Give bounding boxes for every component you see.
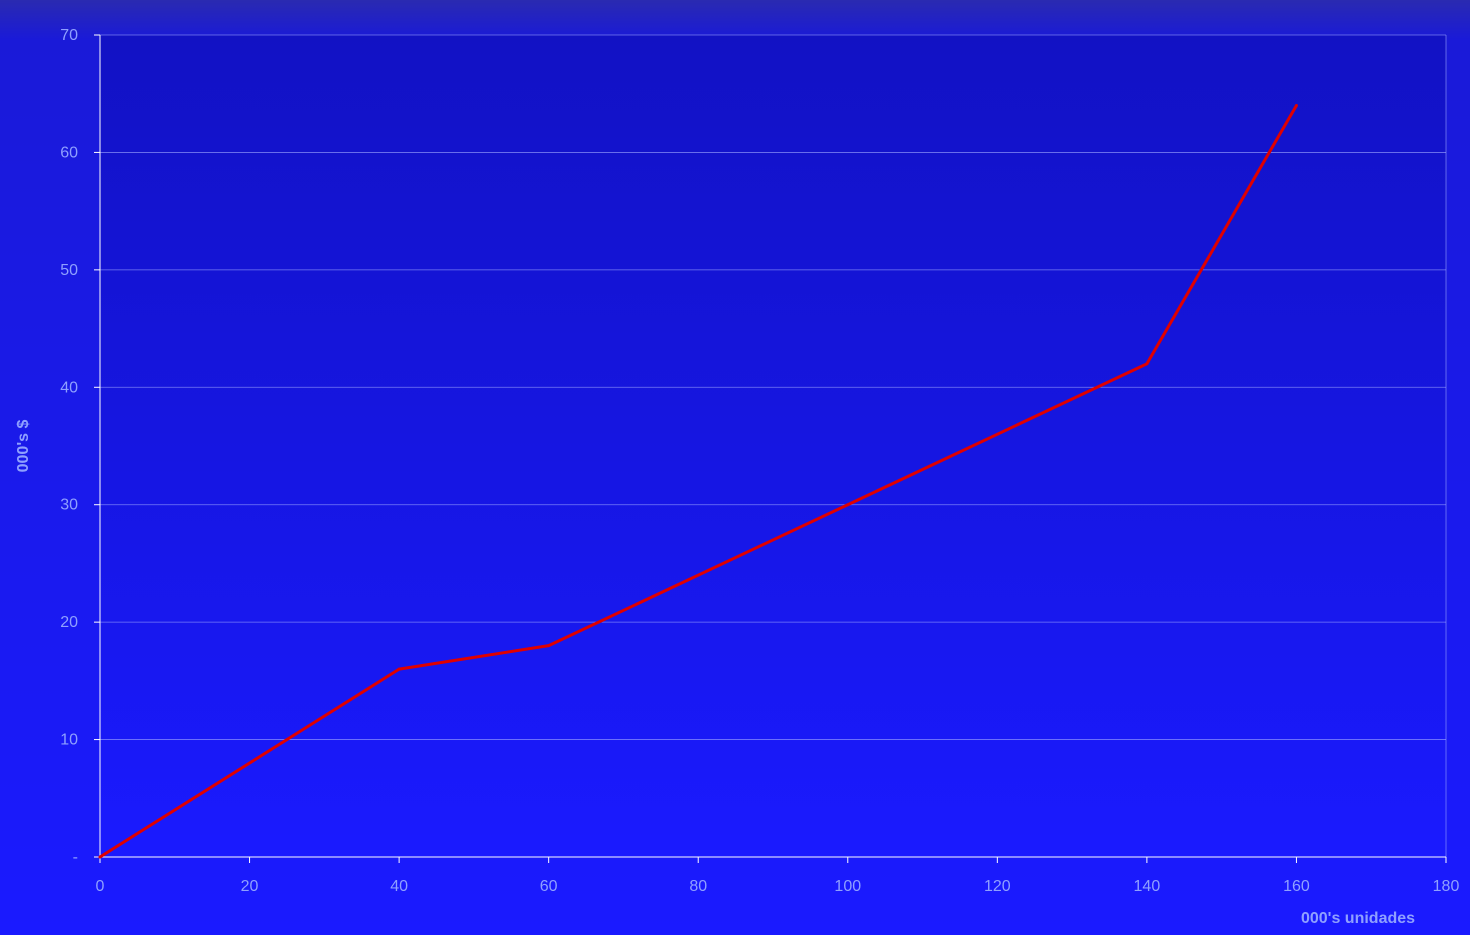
x-tick-label: 60 bbox=[540, 878, 558, 895]
x-tick-label: 20 bbox=[241, 878, 259, 895]
x-axis-title: 000's unidades bbox=[1301, 910, 1415, 927]
plot-area bbox=[100, 35, 1446, 857]
data-point bbox=[1294, 103, 1298, 107]
x-tick-label: 140 bbox=[1134, 878, 1161, 895]
x-tick-label: 180 bbox=[1433, 878, 1460, 895]
data-point bbox=[397, 667, 401, 671]
y-tick-label: 10 bbox=[60, 732, 78, 749]
tick-labels: - 10 20 30 40 50 60 70 0 20 40 60 80 100 120 140 160 180 bbox=[60, 27, 1459, 895]
y-tick-label: 50 bbox=[60, 262, 78, 279]
y-tick-label: 40 bbox=[60, 379, 78, 396]
x-tick-label: 160 bbox=[1283, 878, 1310, 895]
y-tick-label: 60 bbox=[60, 144, 78, 161]
series-layer bbox=[98, 103, 1298, 859]
y-tick-label: 70 bbox=[60, 27, 78, 44]
x-tick-label: 40 bbox=[390, 878, 408, 895]
series-line bbox=[99, 104, 1298, 859]
y-tick-label: 30 bbox=[60, 497, 78, 514]
y-axis-title: 000's $ bbox=[15, 420, 32, 473]
data-point bbox=[547, 644, 551, 648]
axes bbox=[94, 34, 1447, 863]
x-tick-label: 80 bbox=[689, 878, 707, 895]
x-tick-label: 120 bbox=[984, 878, 1011, 895]
gridlines bbox=[100, 34, 1447, 857]
x-tick-label: 0 bbox=[96, 878, 105, 895]
x-tick-label: 100 bbox=[834, 878, 861, 895]
y-tick-label: - bbox=[73, 849, 78, 866]
data-point bbox=[1145, 362, 1149, 366]
y-tick-label: 20 bbox=[60, 614, 78, 631]
data-point bbox=[846, 503, 850, 507]
data-point bbox=[98, 855, 102, 859]
